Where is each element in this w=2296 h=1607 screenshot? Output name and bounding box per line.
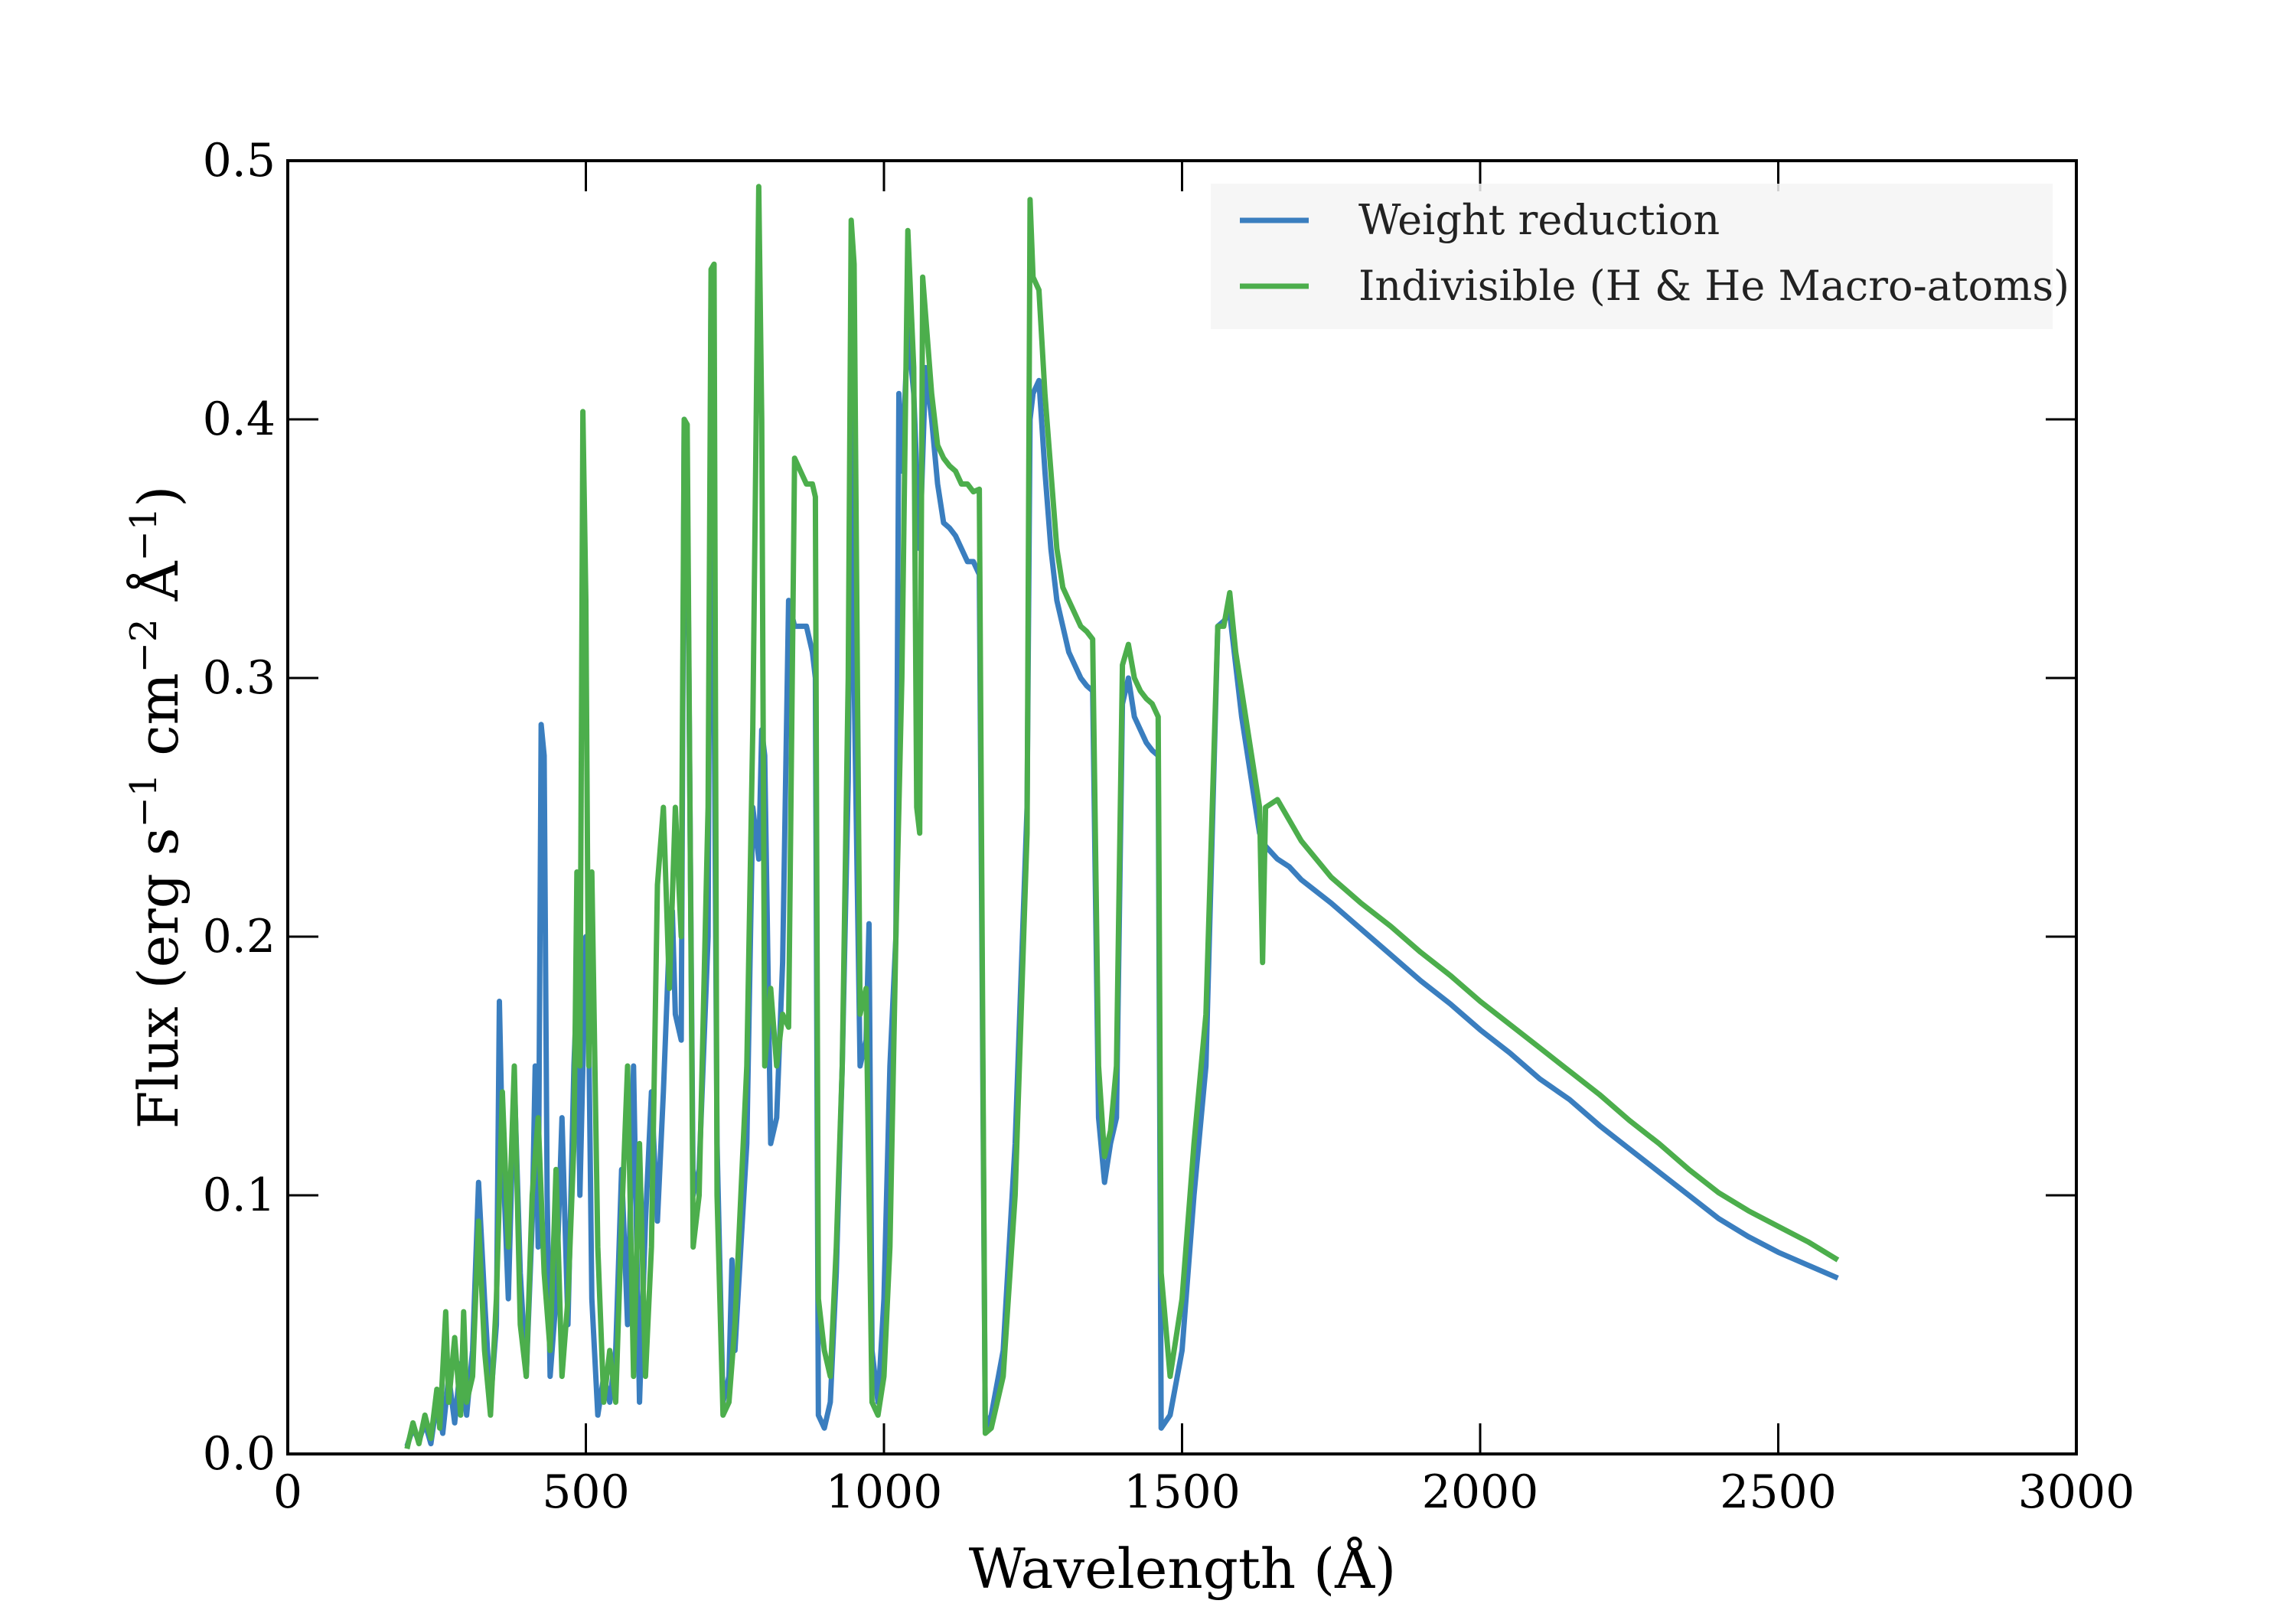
x-tick-label: 1000 [826,1465,943,1519]
legend-label-weight-reduction: Weight reduction [1358,196,1720,244]
x-tick-label: 3000 [2018,1465,2135,1519]
y-axis-label-base: Flux (erg s [126,827,191,1129]
plot-area: 0 500 1000 1500 2000 2500 3000 0.0 0.1 0.2 0.3 0.4 0… [203,134,2135,1519]
y-axis-label-end: ) [126,486,191,507]
y-tick-label: 0.5 [203,134,276,187]
y-axis-label-sup2: −2 [122,618,165,673]
legend-label-indivisible: Indivisible (H & He Macro-atoms) [1358,262,2069,310]
x-tick-label: 2500 [1720,1465,1837,1519]
y-axis-label-sup1: −1 [122,774,165,828]
y-tick-label: 0.2 [203,910,276,963]
x-tick-label: 0 [273,1465,302,1519]
y-axis-label-mid2: Å [126,561,191,619]
y-axis-label: Flux (erg s−1 cm−2 Å−1) [122,486,191,1129]
y-tick-label: 0.3 [203,651,276,705]
legend: Weight reduction Indivisible (H & He Mac… [1211,184,2069,329]
y-tick-label: 0.0 [203,1427,276,1481]
x-tick-label: 500 [542,1465,630,1519]
x-axis-label: Wavelength (Å) [969,1536,1396,1601]
y-axis-label-mid1: cm [126,673,191,773]
y-axis-label-sup3: −1 [122,507,165,562]
y-tick-label: 0.1 [203,1169,276,1222]
legend-box [1211,184,2053,329]
x-tick-label: 2000 [1422,1465,1539,1519]
x-tick-label: 1500 [1124,1465,1241,1519]
y-tick-label: 0.4 [203,393,276,446]
series-line-1 [404,184,1840,1449]
